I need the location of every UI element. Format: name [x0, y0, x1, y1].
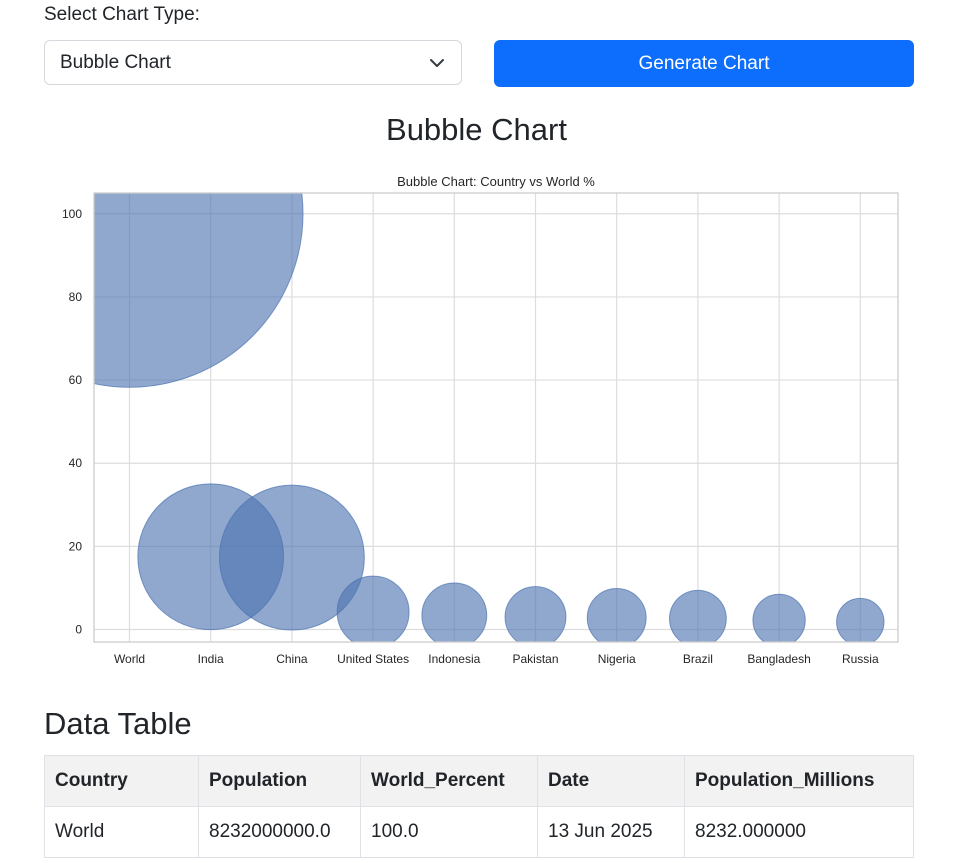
chart-title: Bubble Chart: Country vs World % [397, 174, 595, 189]
table-cell: 8232.000000 [684, 806, 914, 858]
column-header: World_Percent [360, 755, 538, 807]
table-header-row: Country Population World_Percent Date Po… [44, 755, 914, 807]
chart-type-select-value: Bubble Chart [60, 51, 171, 73]
bubble-point [669, 589, 727, 642]
column-header: Population_Millions [684, 755, 914, 807]
x-tick-label: India [198, 652, 224, 666]
table-cell: 13 Jun 2025 [537, 806, 685, 858]
y-tick-label: 0 [75, 623, 82, 637]
table-cell: World [44, 806, 199, 858]
chevron-down-icon [430, 59, 444, 67]
x-tick-label: Pakistan [512, 652, 558, 666]
bubble-point [752, 593, 806, 642]
x-tick-label: China [276, 652, 308, 666]
column-header: Date [537, 755, 685, 807]
x-tick-label: Brazil [683, 652, 713, 666]
bubble-point [836, 597, 885, 642]
bubble-point [336, 575, 410, 642]
x-tick-label: Indonesia [428, 652, 480, 666]
y-tick-label: 80 [69, 290, 83, 304]
data-table: Country Population World_Percent Date Po… [44, 755, 914, 858]
bubble-point [94, 193, 304, 388]
x-tick-label: Nigeria [598, 652, 636, 666]
y-tick-label: 100 [62, 207, 82, 221]
table-row: World 8232000000.0 100.0 13 Jun 2025 823… [44, 806, 914, 858]
table-cell: 100.0 [360, 806, 538, 858]
chart-heading: Bubble Chart [386, 112, 567, 147]
select-label: Select Chart Type: [44, 4, 200, 25]
bubble-point [586, 587, 647, 642]
x-tick-label: World [114, 652, 145, 666]
x-tick-label: United States [337, 652, 409, 666]
bubble-point [218, 484, 365, 631]
y-tick-label: 20 [69, 539, 83, 553]
bubble-point [504, 586, 567, 642]
y-tick-label: 40 [69, 456, 83, 470]
bubble-point [421, 582, 488, 642]
chart-type-select[interactable]: Bubble Chart [44, 40, 462, 85]
x-tick-label: Russia [842, 652, 879, 666]
generate-chart-button[interactable]: Generate Chart [494, 40, 914, 87]
x-tick-label: Bangladesh [747, 652, 810, 666]
column-header: Country [44, 755, 199, 807]
table-cell: 8232000000.0 [198, 806, 361, 858]
bubble-chart: Bubble Chart: Country vs World % 0 20 40 60… [62, 174, 899, 666]
plot-frame [93, 192, 899, 643]
y-tick-label: 60 [69, 373, 83, 387]
table-heading: Data Table [44, 706, 192, 741]
column-header: Population [198, 755, 361, 807]
